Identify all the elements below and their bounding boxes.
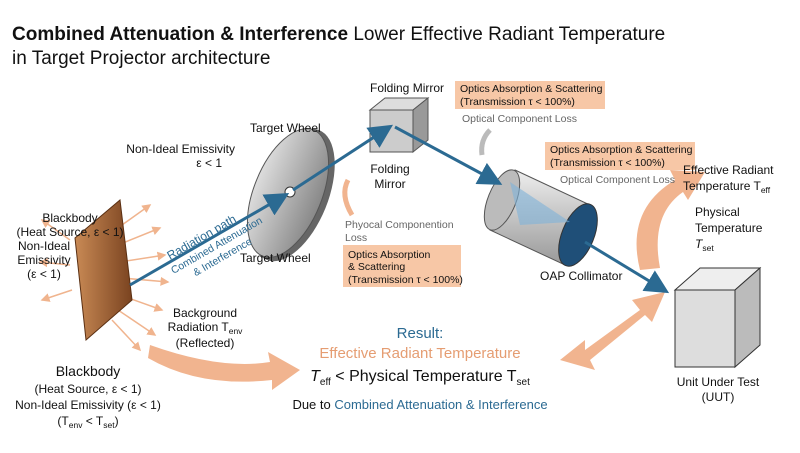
loss-box-text: (Transmission τ < 100%) — [348, 274, 463, 286]
label: OAP Collimator — [540, 269, 622, 283]
loss-box-text: (Transmission τ < 100%) — [550, 157, 665, 169]
uut-front — [674, 289, 736, 368]
label: Unit Under Test — [677, 375, 760, 389]
label-part: Temperature T — [683, 179, 761, 193]
subscript: set — [702, 243, 714, 253]
label: Non-Ideal — [18, 239, 70, 253]
loss-box-text: Optics Absorption — [348, 249, 430, 261]
label: (Reflected) — [176, 336, 235, 350]
label: ε < 1 — [196, 156, 222, 170]
label: Emissivity — [17, 253, 70, 267]
label-part: Due to — [292, 397, 334, 412]
label: Physical — [695, 205, 740, 219]
label-part: (T — [57, 414, 69, 428]
label: Tset — [695, 237, 714, 253]
background-arrow — [148, 345, 300, 390]
collimator-beam — [510, 182, 570, 225]
subscript: eff — [761, 185, 771, 195]
label-part: T — [695, 237, 704, 251]
label: Background — [173, 306, 237, 320]
label: (Heat Source, ε < 1) — [34, 382, 141, 396]
mirror-front — [369, 109, 414, 153]
label: Blackbody — [42, 211, 97, 225]
label-part: Combined Attenuation & Interference — [334, 397, 547, 412]
result-subject: Effective Radiant Temperature — [319, 345, 520, 362]
label: Temperature Teff — [683, 179, 771, 195]
loss-note: Optical Component Loss — [462, 113, 577, 125]
label: Folding Mirror — [370, 81, 444, 95]
label-part: < T — [82, 414, 103, 428]
label: Radiation Tenv — [168, 320, 244, 336]
label-part: Radiation T — [168, 320, 230, 334]
blackbody — [74, 199, 133, 342]
label: (ε < 1) — [27, 267, 61, 281]
label: Mirror — [374, 177, 405, 191]
wheel-loss-box — [343, 245, 461, 287]
result-formula: Teff < Physical Temperature Tset — [310, 368, 530, 388]
label: Temperature — [695, 221, 763, 235]
result-heading: Result: — [397, 325, 444, 342]
label: (Heat Source, ε < 1) — [16, 225, 123, 239]
result-due: Due to Combined Attenuation & Interferen… — [292, 397, 547, 412]
loss-box-text: Optics Absorption & Scattering — [460, 83, 603, 95]
collimator-loss-box — [545, 142, 695, 170]
loss-box-text: Optics Absorption & Scattering — [550, 144, 693, 156]
mirror-loss-box — [455, 81, 605, 109]
label: Target Wheel — [250, 121, 321, 135]
loss-note: Optical Component Loss — [560, 174, 675, 186]
title: Combined Attenuation & Interference Lowe… — [12, 24, 665, 45]
temperature-arrow — [636, 170, 705, 270]
subscript: set — [517, 377, 531, 388]
label: Blackbody — [56, 363, 121, 379]
label-part: < Physical Temperature T — [331, 368, 517, 385]
collimator-lens — [558, 203, 598, 267]
wheel-loss-arrow — [342, 178, 355, 217]
label: Folding — [370, 162, 409, 176]
loss-arrow — [479, 128, 492, 156]
subscript: eff — [320, 377, 331, 388]
title-emphasis: Combined Attenuation & Interference — [12, 24, 348, 45]
title-rest: Lower Effective Radiant Temperature — [353, 24, 665, 45]
title-line2: in Target Projector architecture — [12, 48, 270, 69]
subscript: env — [69, 420, 83, 430]
loss-note: Phyocal Componention — [345, 219, 454, 231]
label: (UUT) — [702, 390, 735, 404]
loss-box-text: (Transmission τ < 100%) — [460, 96, 575, 108]
subscript: env — [229, 326, 243, 336]
label: Non-Ideal Emissivity — [126, 142, 235, 156]
label-part: ) — [115, 414, 119, 428]
label: Effective Radiant — [683, 163, 774, 177]
result-arrow — [560, 292, 665, 370]
label: Target Wheel — [240, 251, 311, 265]
loss-note: Loss — [345, 232, 367, 244]
beam — [129, 124, 670, 294]
loss-box-text: & Scattering — [348, 261, 405, 273]
label: Non-Ideal Emissivity (ε < 1) — [15, 398, 161, 412]
subscript: set — [103, 420, 115, 430]
label: (Tenv < Tset) — [57, 414, 118, 430]
label-part: T — [310, 368, 321, 385]
